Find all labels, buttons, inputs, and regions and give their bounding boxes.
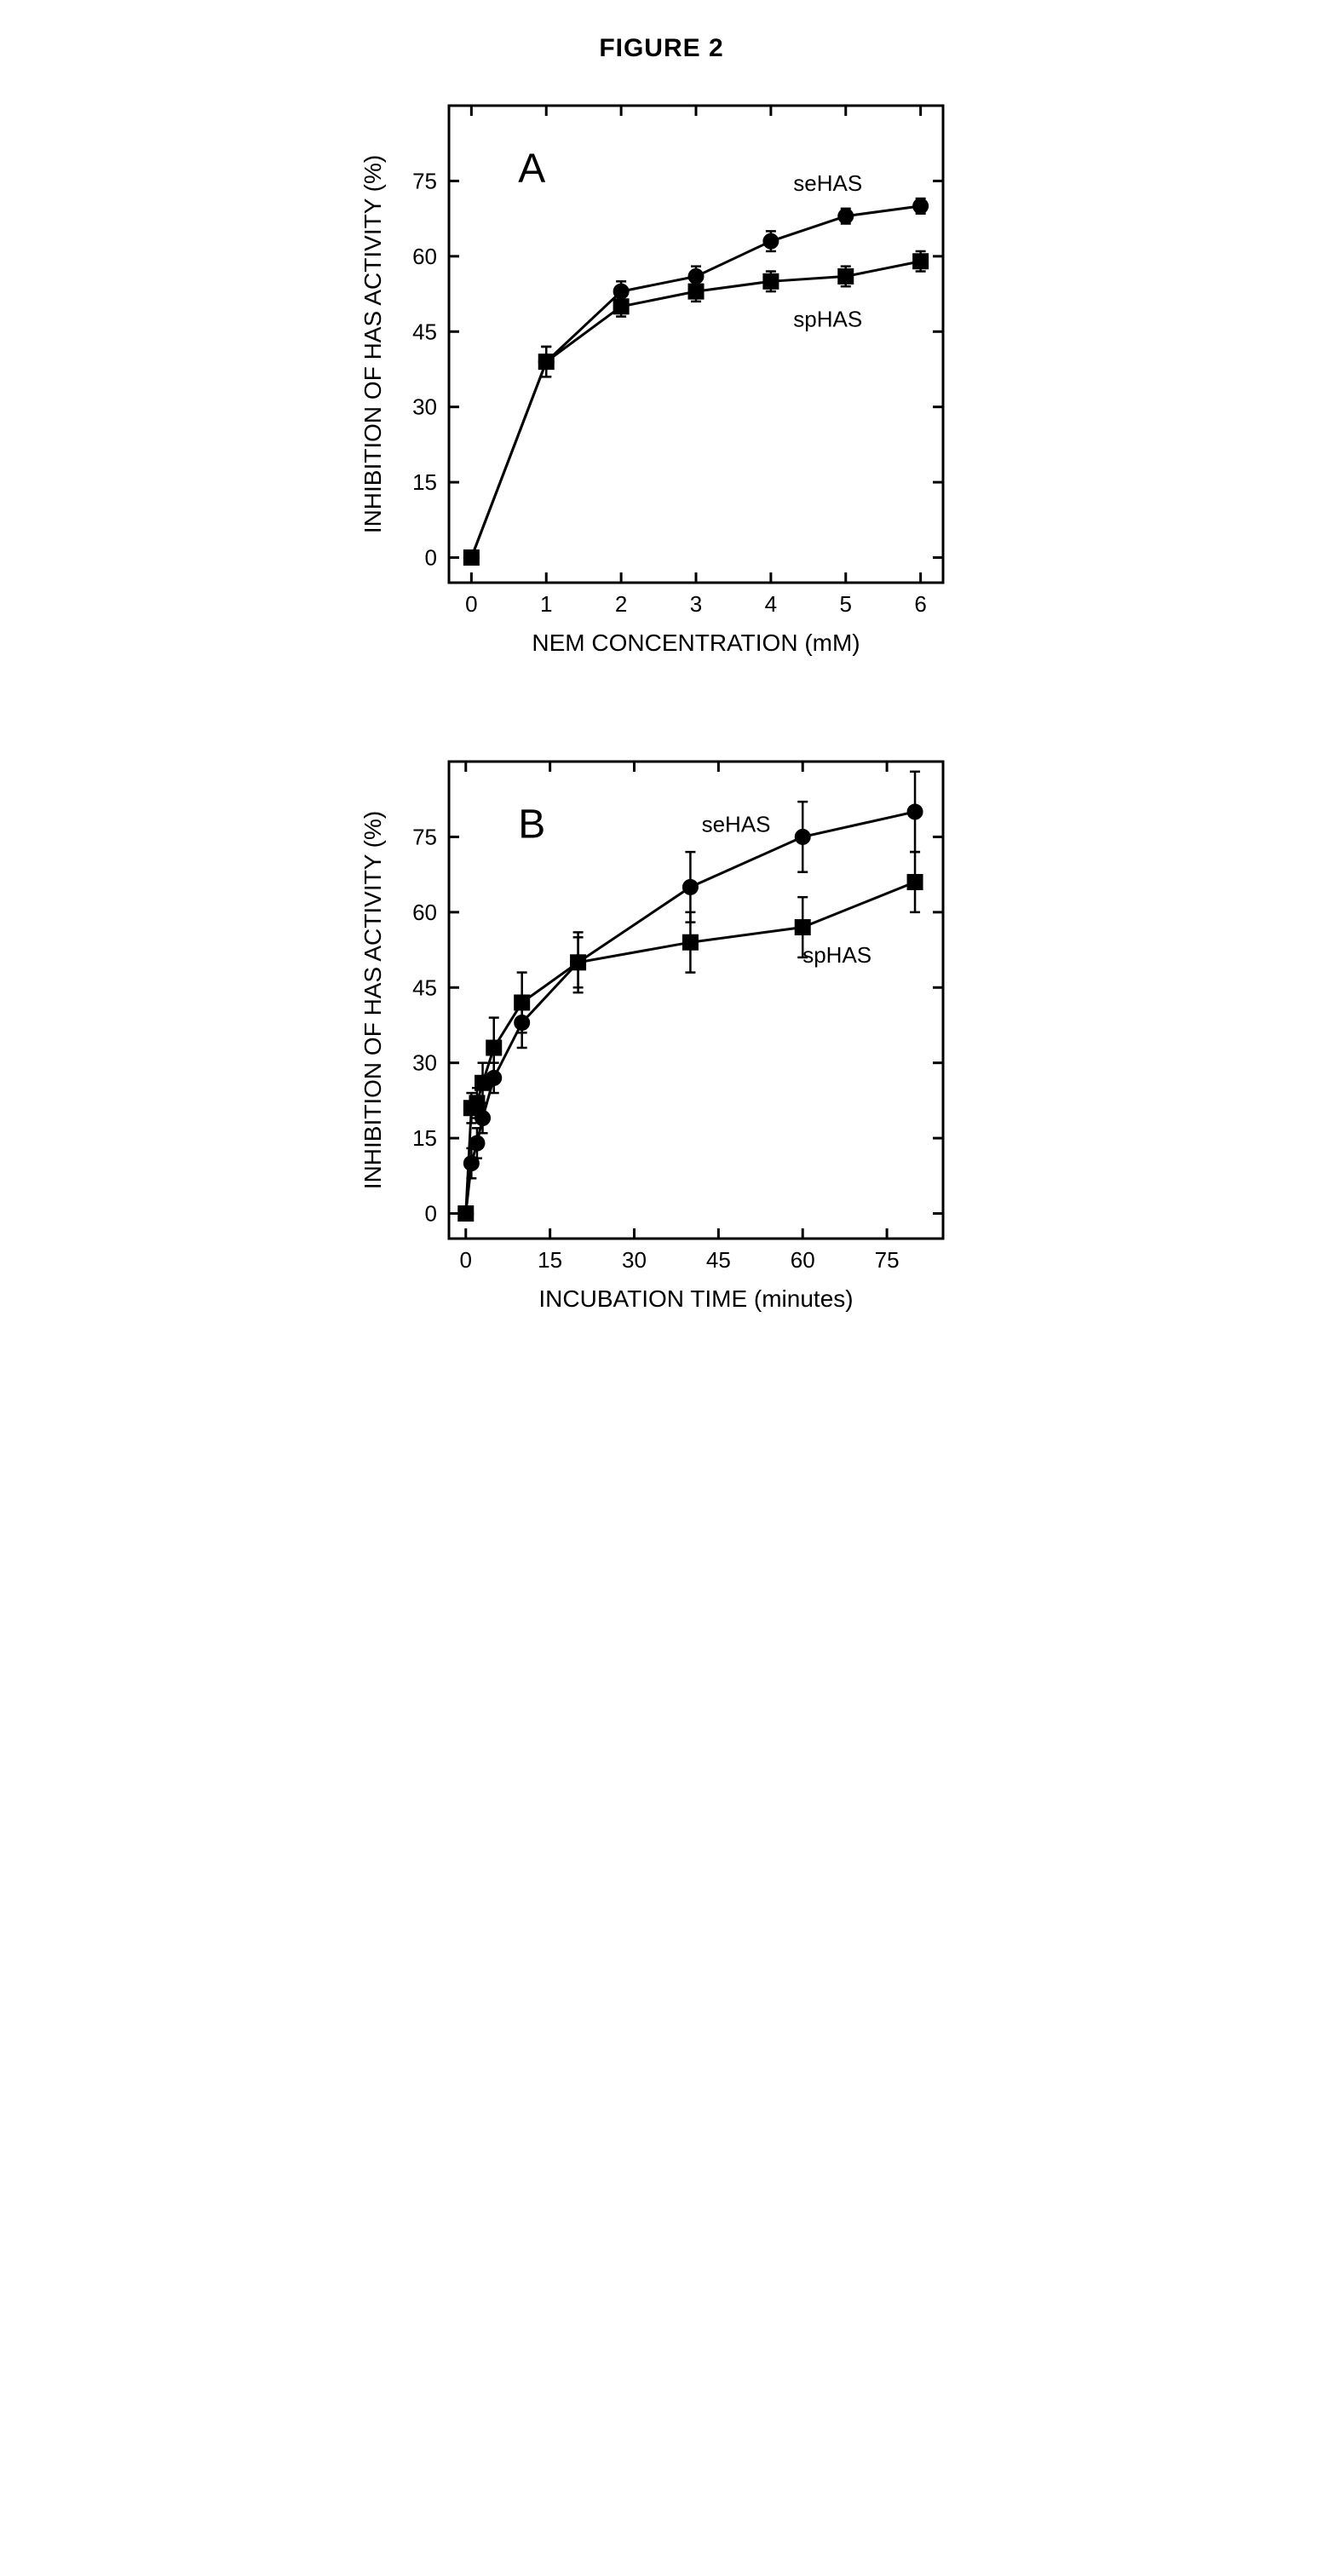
- svg-text:75: 75: [412, 824, 437, 849]
- svg-text:INHIBITION OF HAS ACTIVITY (%): INHIBITION OF HAS ACTIVITY (%): [360, 155, 386, 533]
- svg-text:2: 2: [614, 591, 626, 617]
- svg-text:45: 45: [412, 975, 437, 1000]
- svg-text:45: 45: [412, 319, 437, 344]
- svg-text:0: 0: [424, 1201, 436, 1227]
- chart-b: 0 15 30 45 60 75 0 15 30 45 60 75 INCUBATION TIME (m…: [338, 745, 986, 1341]
- svg-text:60: 60: [790, 1247, 814, 1273]
- panel-b: 0 15 30 45 60 75 0 15 30 45 60 75 INCUBATION TIME (m…: [338, 745, 986, 1341]
- svg-text:spHAS: spHAS: [802, 942, 871, 968]
- svg-text:seHAS: seHAS: [793, 170, 862, 196]
- svg-text:0: 0: [465, 591, 477, 617]
- figure-title: FIGURE 2: [338, 34, 986, 63]
- svg-text:6: 6: [914, 591, 926, 617]
- svg-text:60: 60: [412, 244, 437, 269]
- svg-text:45: 45: [705, 1247, 730, 1273]
- svg-text:spHAS: spHAS: [793, 306, 862, 331]
- svg-text:A: A: [518, 147, 545, 192]
- svg-text:30: 30: [622, 1247, 647, 1273]
- svg-text:0: 0: [424, 545, 436, 571]
- svg-text:60: 60: [412, 900, 437, 925]
- svg-text:15: 15: [538, 1247, 562, 1273]
- svg-text:5: 5: [839, 591, 851, 617]
- svg-text:30: 30: [412, 1050, 437, 1076]
- svg-text:15: 15: [412, 1125, 437, 1151]
- svg-text:seHAS: seHAS: [701, 812, 770, 837]
- svg-text:30: 30: [412, 394, 437, 420]
- chart-a: 012345601530456075NEM CONCENTRATION (mM)…: [338, 89, 986, 685]
- svg-text:75: 75: [874, 1247, 899, 1273]
- svg-text:4: 4: [764, 591, 776, 617]
- svg-text:INCUBATION TIME (minutes): INCUBATION TIME (minutes): [538, 1285, 853, 1312]
- svg-text:3: 3: [689, 591, 701, 617]
- svg-text:B: B: [518, 802, 545, 848]
- svg-text:15: 15: [412, 469, 437, 495]
- figure-container: FIGURE 2 012345601530456075NEM CONCENTRA…: [338, 34, 986, 1341]
- svg-text:0: 0: [459, 1247, 471, 1273]
- panel-a: 012345601530456075NEM CONCENTRATION (mM)…: [338, 89, 986, 685]
- svg-text:1: 1: [540, 591, 552, 617]
- svg-text:INHIBITION OF HAS ACTIVITY (%): INHIBITION OF HAS ACTIVITY (%): [360, 811, 386, 1189]
- svg-text:75: 75: [412, 168, 437, 193]
- svg-text:NEM CONCENTRATION (mM): NEM CONCENTRATION (mM): [532, 630, 860, 656]
